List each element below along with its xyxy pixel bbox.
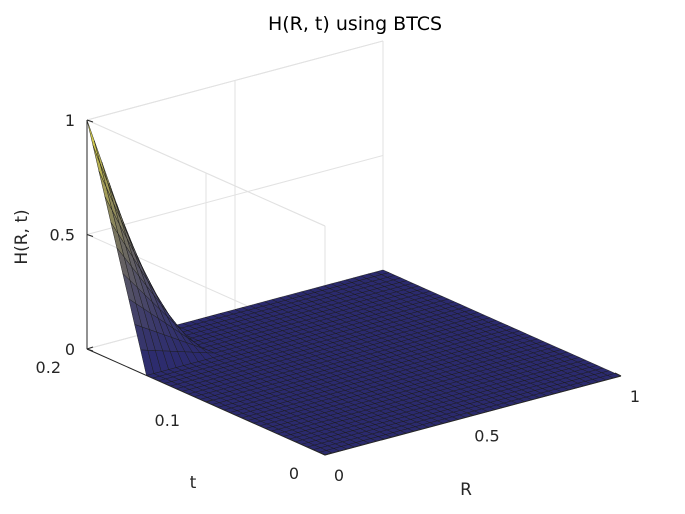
y-axis-label: t [190, 473, 197, 493]
y-tick-mark [205, 399, 213, 403]
y-tick-mark [86, 346, 94, 350]
y-tick-label: 0.1 [155, 411, 180, 430]
z-tick-label: 0 [65, 340, 75, 359]
y-tick-mark [324, 452, 332, 456]
x-axis-label: R [460, 480, 472, 500]
y-tick-label: 0 [289, 464, 299, 483]
surface-patch [86, 119, 101, 165]
x-tick-mark [318, 451, 326, 456]
x-tick-mark [466, 412, 474, 416]
box-edge [86, 119, 326, 227]
x-tick-mark [614, 372, 622, 377]
chart-title: H(R, t) using BTCS [268, 13, 442, 35]
surface-mesh [86, 119, 622, 456]
z-axis-label: H(R, t) [12, 209, 32, 264]
x-tick-label: 1 [630, 387, 640, 406]
surface-patch [92, 145, 107, 188]
axes [86, 119, 622, 456]
z-tick-mark [86, 234, 94, 237]
z-tick-label: 1 [65, 111, 75, 130]
grid-line-back-z [86, 155, 384, 235]
z-tick-mark [86, 348, 94, 352]
box-edge [86, 40, 384, 121]
z-tick-mark [86, 119, 94, 123]
z-tick-label: 0.5 [50, 226, 75, 245]
x-tick-label: 0 [334, 466, 344, 485]
y-tick-label: 0.2 [36, 358, 61, 377]
x-tick-label: 0.5 [474, 427, 499, 446]
